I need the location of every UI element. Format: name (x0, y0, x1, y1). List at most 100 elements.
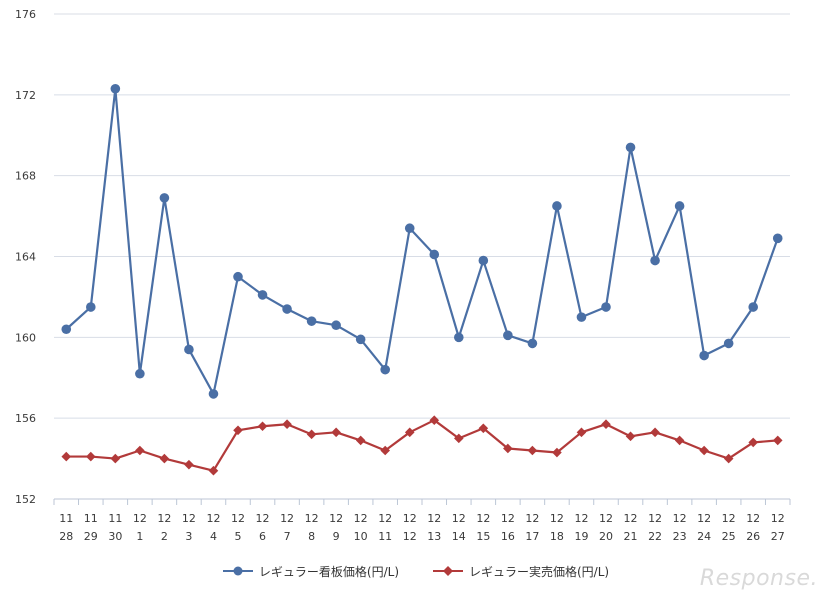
x-tick-label-month: 12 (722, 512, 736, 525)
data-point-0[interactable] (110, 83, 121, 94)
x-tick-label-month: 12 (624, 512, 638, 525)
data-point-0[interactable] (380, 364, 391, 375)
data-point-0[interactable] (674, 201, 685, 211)
x-tick-label-day: 19 (574, 530, 588, 543)
data-point-0[interactable] (527, 338, 538, 349)
data-point-1[interactable] (208, 465, 219, 476)
x-tick-label-day: 1 (136, 530, 143, 543)
data-point-1[interactable] (748, 437, 758, 448)
data-point-1[interactable] (674, 435, 685, 446)
data-point-1[interactable] (282, 419, 292, 430)
data-point-1[interactable] (135, 445, 145, 456)
data-point-0[interactable] (306, 316, 317, 326)
data-point-0[interactable] (355, 334, 366, 345)
x-tick-label-month: 12 (525, 512, 539, 525)
data-point-0[interactable] (159, 193, 170, 203)
data-point-0[interactable] (723, 338, 734, 349)
y-axis: 152 156 160 164 168 172 176 (15, 8, 36, 506)
data-point-0[interactable] (625, 142, 636, 153)
x-tick-label-month: 12 (280, 512, 294, 525)
data-point-1[interactable] (380, 445, 390, 456)
x-tick-label-month: 12 (157, 512, 171, 525)
x-tick-label-day: 18 (550, 530, 564, 543)
y-tick-label: 168 (15, 170, 36, 183)
data-point-0[interactable] (576, 312, 587, 322)
data-point-1[interactable] (61, 451, 72, 462)
y-tick-label: 176 (15, 8, 36, 21)
data-point-1[interactable] (404, 427, 415, 438)
x-tick-label-month: 12 (305, 512, 319, 525)
x-tick-label-day: 21 (624, 530, 638, 543)
data-point-0[interactable] (331, 320, 341, 331)
data-point-0[interactable] (748, 302, 758, 312)
data-point-1[interactable] (650, 427, 660, 438)
data-point-0[interactable] (699, 350, 709, 361)
x-tick-label-day: 10 (354, 530, 368, 543)
data-point-1[interactable] (86, 451, 96, 462)
data-point-1[interactable] (527, 445, 538, 456)
x-tick-label-day: 17 (525, 530, 539, 543)
data-point-1[interactable] (233, 425, 243, 436)
data-point-1[interactable] (772, 435, 783, 446)
x-tick-label-day: 2 (161, 530, 168, 543)
data-point-1[interactable] (503, 443, 513, 454)
data-point-1[interactable] (257, 421, 268, 432)
data-point-1[interactable] (331, 427, 341, 438)
data-point-0[interactable] (503, 330, 513, 341)
x-tick-label-day: 13 (427, 530, 441, 543)
x-tick-label-day: 28 (59, 530, 73, 543)
data-point-0[interactable] (478, 255, 489, 266)
data-point-1[interactable] (429, 415, 440, 425)
x-tick-label-day: 27 (771, 530, 785, 543)
y-tick-label: 152 (15, 493, 36, 506)
data-point-1[interactable] (306, 429, 317, 440)
data-point-1[interactable] (552, 447, 562, 458)
data-point-0[interactable] (282, 304, 292, 314)
x-tick-label-month: 12 (231, 512, 245, 525)
x-tick-label-month: 12 (182, 512, 196, 525)
x-tick-label-month: 12 (673, 512, 687, 525)
y-tick-label: 156 (15, 412, 36, 425)
x-tick-label-month: 12 (501, 512, 515, 525)
legend-item-signboard[interactable]: レギュラー看板価格(円/L) (222, 561, 399, 581)
data-point-1[interactable] (699, 445, 709, 456)
data-point-0[interactable] (772, 233, 783, 244)
data-point-1[interactable] (454, 433, 464, 444)
data-point-0[interactable] (61, 324, 72, 335)
data-point-1[interactable] (723, 453, 734, 464)
x-tick-label-day: 20 (599, 530, 613, 543)
y-tick-label: 160 (15, 331, 36, 344)
data-point-1[interactable] (159, 453, 170, 464)
data-point-1[interactable] (478, 423, 489, 434)
data-point-1[interactable] (355, 435, 366, 446)
data-point-0[interactable] (86, 302, 96, 312)
x-tick-label-day: 29 (84, 530, 98, 543)
data-point-1[interactable] (601, 419, 611, 430)
data-point-0[interactable] (429, 249, 440, 260)
x-tick-label-month: 12 (378, 512, 392, 525)
data-point-0[interactable] (135, 368, 145, 379)
data-point-0[interactable] (552, 201, 562, 211)
x-tick-label-month: 12 (403, 512, 417, 525)
data-point-0[interactable] (601, 302, 611, 312)
data-point-0[interactable] (650, 255, 660, 266)
x-tick-label-day: 3 (185, 530, 192, 543)
x-tick-label-day: 11 (378, 530, 392, 543)
data-point-0[interactable] (233, 271, 243, 282)
legend-item-actual[interactable]: レギュラー実売価格(円/L) (433, 561, 609, 581)
data-point-0[interactable] (257, 290, 268, 300)
gridlines (54, 13, 790, 500)
data-point-0[interactable] (404, 223, 415, 234)
data-point-0[interactable] (208, 389, 219, 399)
legend-label-signboard: レギュラー看板価格(円/L) (258, 564, 399, 579)
x-tick-label-day: 14 (452, 530, 466, 543)
data-point-1[interactable] (110, 453, 121, 464)
data-point-0[interactable] (454, 332, 464, 343)
x-axis: 1128112911301211221231241251261271281291… (53, 499, 791, 543)
data-point-0[interactable] (184, 344, 194, 355)
data-point-1[interactable] (184, 459, 194, 470)
data-point-1[interactable] (625, 431, 636, 442)
x-tick-label-month: 11 (108, 512, 122, 525)
data-point-1[interactable] (576, 427, 587, 438)
